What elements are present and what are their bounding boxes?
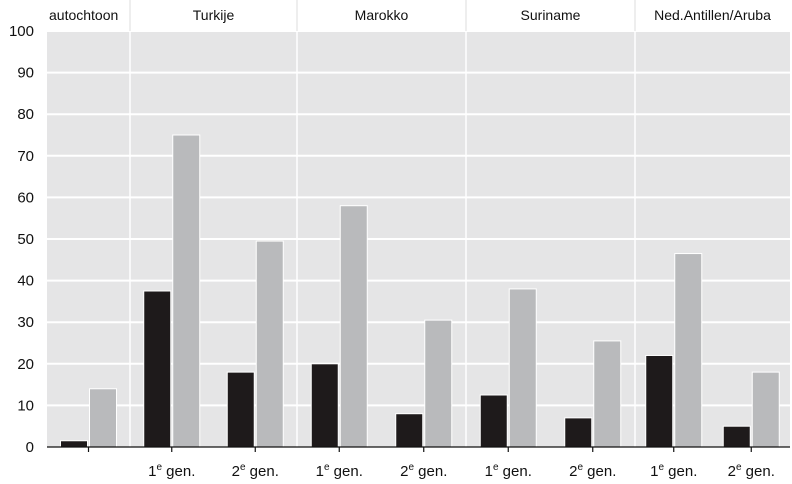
bar-series-1 (722, 425, 751, 448)
y-tick-label: 30 (17, 314, 34, 331)
y-tick-label: 80 (17, 106, 34, 123)
bar-series-2 (255, 240, 284, 448)
group-label: Ned.Antillen/Aruba (654, 7, 771, 23)
bar-series-1 (310, 363, 339, 448)
x-tick-label: 1e gen. (650, 462, 697, 480)
bar-series-2 (172, 134, 201, 448)
bar-series-1 (226, 371, 255, 448)
y-tick-label: 90 (17, 65, 34, 82)
bar-series-2 (593, 340, 622, 448)
y-tick-label: 40 (17, 273, 34, 290)
bar-series-2 (508, 288, 537, 448)
y-tick-label: 10 (17, 397, 34, 414)
x-tick-label: 1e gen. (316, 462, 363, 480)
group-label: Suriname (521, 7, 581, 23)
y-tick-label: 0 (26, 439, 34, 456)
bar-series-2 (89, 388, 117, 448)
bar-series-1 (143, 290, 172, 448)
group-label: Marokko (355, 7, 409, 23)
bar-series-2 (674, 253, 703, 448)
y-tick-label: 20 (17, 356, 34, 373)
bar-series-1 (564, 417, 593, 448)
y-tick-label: 60 (17, 189, 34, 206)
x-tick-label: 1e gen. (485, 462, 532, 480)
y-tick-label: 100 (9, 23, 34, 40)
x-tick-label: 2e gen. (232, 462, 279, 480)
bar-series-1 (60, 440, 88, 448)
bar-series-2 (751, 371, 780, 448)
x-tick-label: 2e gen. (569, 462, 616, 480)
group-label: autochtoon (49, 7, 118, 23)
x-tick-label: 1e gen. (148, 462, 195, 480)
bar-series-2 (339, 205, 368, 448)
x-tick-label: 2e gen. (400, 462, 447, 480)
bar-series-2 (424, 319, 453, 448)
y-tick-label: 50 (17, 231, 34, 248)
group-label: Turkije (193, 7, 235, 23)
y-tick-label: 70 (17, 148, 34, 165)
x-tick-label: 2e gen. (728, 462, 775, 480)
bar-series-1 (645, 354, 674, 448)
bar-series-1 (395, 413, 424, 448)
bar-series-1 (479, 394, 508, 448)
